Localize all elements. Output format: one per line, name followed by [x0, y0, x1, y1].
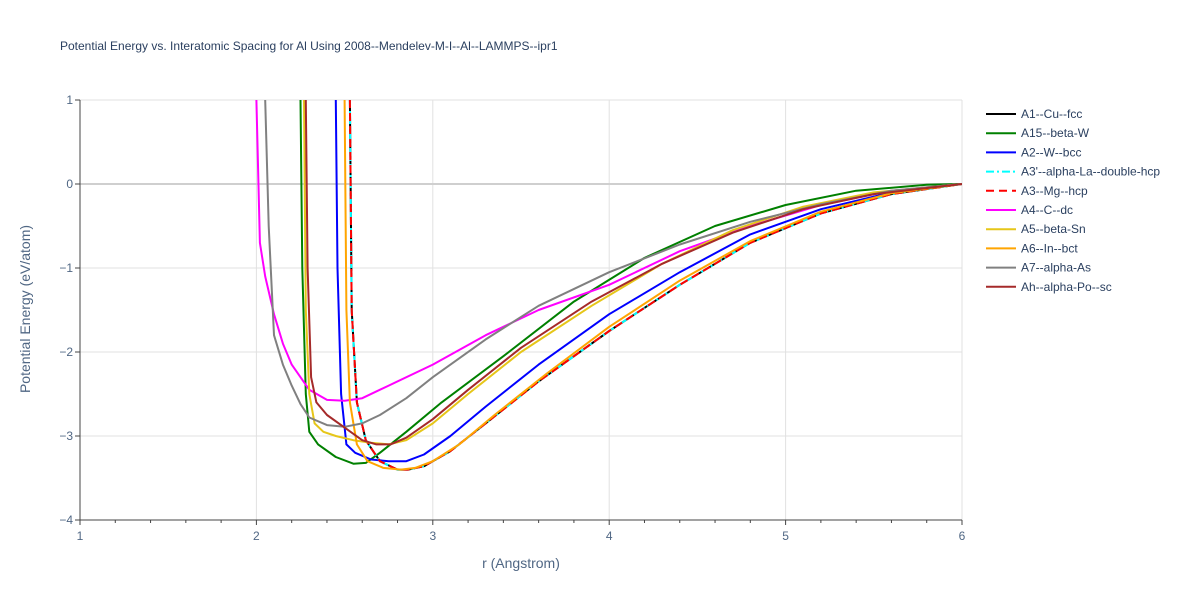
- x-tick-label: 5: [782, 529, 789, 543]
- legend-label[interactable]: A6--In--bct: [1021, 241, 1078, 255]
- legend-label[interactable]: A5--beta-Sn: [1021, 222, 1086, 236]
- series-line-3: [348, 100, 962, 471]
- grid-lines: [80, 99, 963, 520]
- x-tick-label: 4: [606, 529, 613, 543]
- legend-label[interactable]: A7--alpha-As: [1021, 261, 1091, 275]
- x-tick-label: 6: [959, 529, 966, 543]
- series-line-4: [348, 100, 962, 471]
- y-tick-label: 0: [66, 177, 73, 191]
- y-tick-label: −3: [59, 429, 73, 443]
- y-tick-label: −4: [59, 513, 73, 527]
- series-line-8: [264, 100, 962, 428]
- series-line-9: [304, 100, 962, 446]
- y-tick-label: 1: [66, 93, 73, 107]
- y-tick-label: −2: [59, 345, 73, 359]
- legend-label[interactable]: A3--Mg--hcp: [1021, 184, 1088, 198]
- legend-label[interactable]: A3'--alpha-La--double-hcp: [1021, 165, 1160, 179]
- plot-area: [255, 100, 962, 471]
- series-line-0: [348, 100, 962, 471]
- series-line-6: [303, 100, 962, 446]
- legend-label[interactable]: A2--W--bcc: [1021, 145, 1081, 159]
- series-line-7: [343, 100, 962, 471]
- legend-label[interactable]: Ah--alpha-Po--sc: [1021, 280, 1112, 294]
- x-axis-title: r (Angstrom): [482, 555, 560, 571]
- axes: 1 2 3 4 5 6 −4 −3 −2 −1 0 1: [59, 93, 965, 543]
- x-tick-label: 2: [253, 529, 260, 543]
- series-line-1: [299, 100, 962, 465]
- legend[interactable]: A1--Cu--fcc A15--beta-W A2--W--bcc A3'--alp…: [986, 107, 1160, 294]
- chart-title: Potential Energy vs. Interatomic Spacing…: [60, 39, 558, 53]
- series-line-2: [334, 100, 962, 463]
- legend-label[interactable]: A15--beta-W: [1021, 126, 1090, 140]
- legend-label[interactable]: A1--Cu--fcc: [1021, 107, 1082, 121]
- x-tick-label: 1: [77, 529, 84, 543]
- y-axis-title: Potential Energy (eV/atom): [17, 225, 33, 393]
- y-tick-label: −1: [59, 261, 73, 275]
- x-tick-label: 3: [429, 529, 436, 543]
- legend-label[interactable]: A4--C--dc: [1021, 203, 1073, 217]
